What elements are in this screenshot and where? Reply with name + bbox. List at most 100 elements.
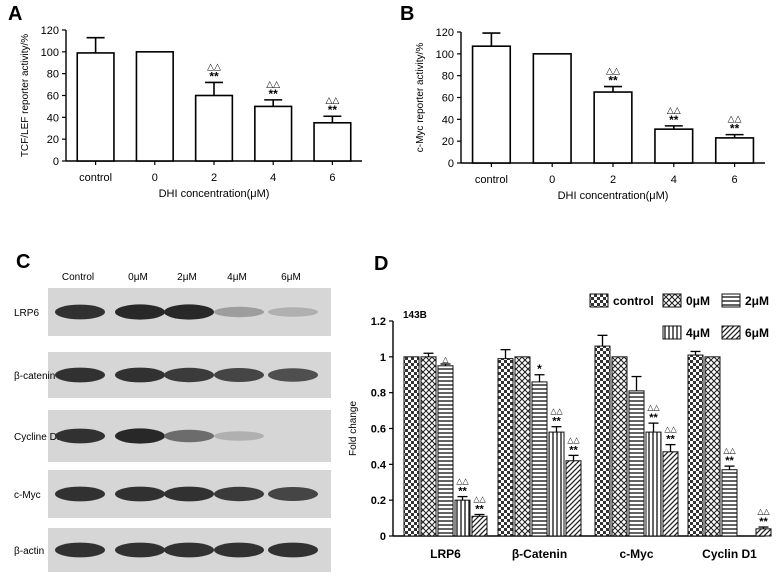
bar xyxy=(135,51,174,162)
significance-mark: ** xyxy=(608,74,618,88)
blot-band xyxy=(268,368,318,382)
y-tick-label: 0.4 xyxy=(371,459,387,471)
blot-band xyxy=(115,542,165,558)
y-tick-label: 40 xyxy=(442,114,454,126)
delta-mark: △△ xyxy=(325,96,339,106)
bar xyxy=(704,356,721,537)
significance-mark: ** xyxy=(669,113,679,127)
y-tick-label: 120 xyxy=(436,27,454,39)
bar xyxy=(755,528,772,537)
significance-mark: ** xyxy=(328,103,338,117)
bar xyxy=(645,431,662,537)
significance-mark: ** xyxy=(569,444,578,456)
blot-band xyxy=(214,486,264,502)
x-tick-label: 0 xyxy=(152,172,158,184)
delta-mark: △△ xyxy=(757,507,770,516)
significance-mark: ** xyxy=(666,434,675,446)
blot-band xyxy=(214,368,264,382)
bar xyxy=(654,128,694,164)
y-axis-title: c-Myc reporter activity/% xyxy=(415,43,426,153)
y-tick-label: 0.8 xyxy=(371,388,386,400)
blot-band xyxy=(214,431,264,441)
x-tick-label: Cyclin D1 xyxy=(702,547,757,561)
blot-band xyxy=(55,486,105,502)
legend-swatch xyxy=(662,293,682,308)
legend-label: 2μM xyxy=(745,294,769,308)
y-tick-label: 0 xyxy=(448,158,454,170)
blot-row-label: c-Myc xyxy=(14,490,41,501)
bar xyxy=(471,45,512,164)
y-axis-title: TCF/LEF reporter activity/% xyxy=(20,34,31,157)
blot-band xyxy=(55,428,105,444)
y-tick-label: 0.6 xyxy=(371,424,386,436)
panel-label-c: C xyxy=(16,251,30,273)
bar xyxy=(313,121,352,162)
significance-mark: * xyxy=(537,362,542,376)
bar xyxy=(628,390,645,537)
bar xyxy=(454,499,471,537)
panel-label-a: A xyxy=(8,3,22,25)
blot-band xyxy=(268,542,318,558)
significance-mark: ** xyxy=(759,516,768,528)
western-blot-panel: Control 0μM 2μM 4μM 6μM LRP6 β-catenin Cycline … xyxy=(14,272,331,572)
x-tick-label: 6 xyxy=(329,172,335,184)
blot-band xyxy=(214,542,264,558)
legend-swatch xyxy=(662,325,682,340)
blot-band xyxy=(164,367,214,383)
blot-row-label: LRP6 xyxy=(14,308,39,319)
bar xyxy=(194,94,234,162)
blot-row-label: β-actin xyxy=(14,546,44,557)
blot-band xyxy=(268,487,318,501)
x-axis-title: DHI concentration(μM) xyxy=(159,188,270,200)
blot-band xyxy=(164,429,214,443)
y-tick-label: 0.2 xyxy=(371,495,386,507)
legend-swatch xyxy=(721,293,741,308)
blot-band xyxy=(55,542,105,558)
bar xyxy=(254,105,293,162)
y-tick-label: 0 xyxy=(380,531,386,543)
panel-label-d: D xyxy=(374,253,388,275)
blot-band xyxy=(115,367,165,383)
blot-column-label: 6μM xyxy=(281,272,301,283)
blot-row-label: β-catenin xyxy=(14,371,55,382)
bar xyxy=(662,451,679,537)
significance-mark: ** xyxy=(730,122,740,136)
significance-mark: ** xyxy=(649,412,658,424)
blot-band xyxy=(164,486,214,502)
bar xyxy=(531,381,548,537)
significance-mark: ** xyxy=(269,87,279,101)
blot-band xyxy=(55,367,105,383)
x-tick-label: β-Catenin xyxy=(512,547,567,561)
bar xyxy=(76,52,115,162)
x-tick-label: c-Myc xyxy=(619,547,653,561)
bar xyxy=(594,345,611,537)
delta-mark: △△ xyxy=(473,495,486,504)
blot-band xyxy=(115,304,165,320)
x-tick-label: 6 xyxy=(732,174,738,186)
bar xyxy=(611,356,628,537)
bar xyxy=(403,356,420,537)
legend-label: 6μM xyxy=(745,326,769,340)
bar xyxy=(514,356,531,537)
x-tick-label: LRP6 xyxy=(430,547,461,561)
x-tick-label: 2 xyxy=(610,174,616,186)
blot-column-label: 4μM xyxy=(227,272,247,283)
x-tick-label: control xyxy=(79,172,112,184)
delta-mark: △△ xyxy=(550,407,563,416)
y-tick-label: 120 xyxy=(41,25,59,37)
blot-column-label: 0μM xyxy=(128,272,148,283)
bar xyxy=(437,365,454,537)
bar xyxy=(532,53,572,164)
y-tick-label: 100 xyxy=(41,47,59,59)
delta-mark: △△ xyxy=(667,106,681,116)
blot-band xyxy=(268,307,318,317)
delta-mark: △△ xyxy=(456,477,469,486)
chart-annotation: 143B xyxy=(403,310,427,321)
y-tick-label: 100 xyxy=(436,49,454,61)
bar xyxy=(721,469,738,537)
blot-band xyxy=(164,542,214,558)
y-tick-label: 80 xyxy=(442,71,454,83)
